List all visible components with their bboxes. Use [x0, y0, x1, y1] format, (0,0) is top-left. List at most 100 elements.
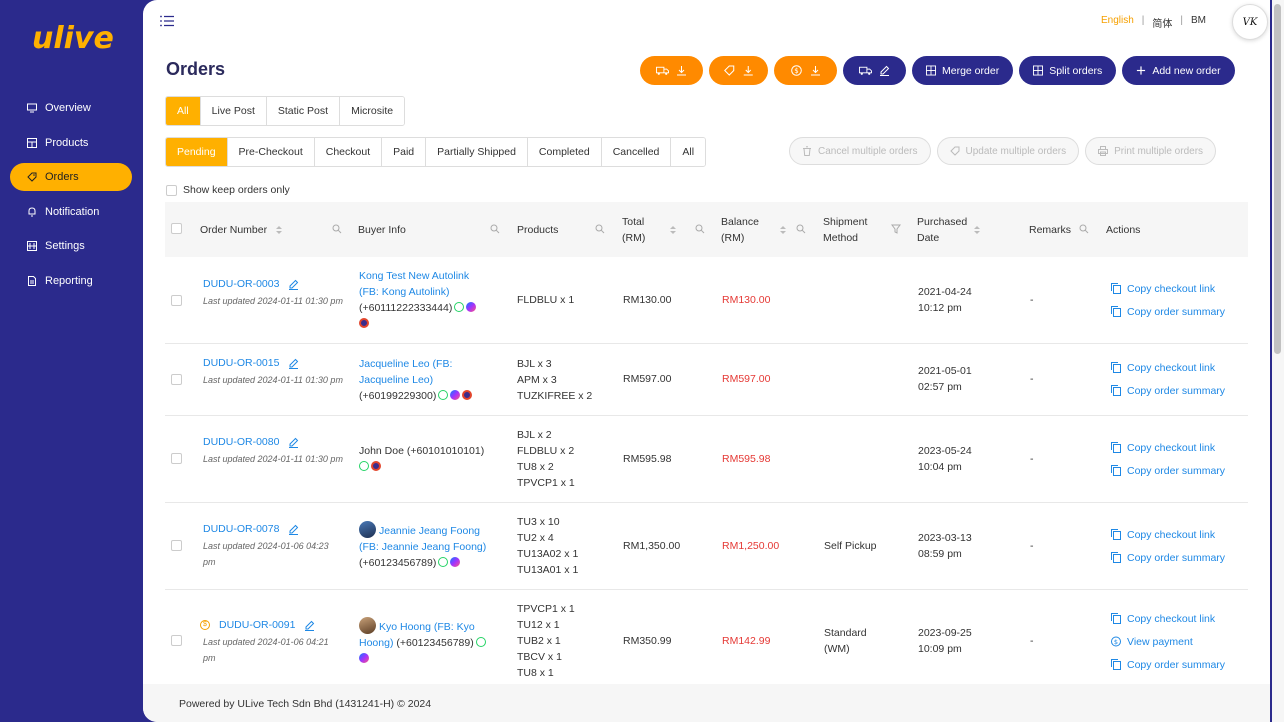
sidebar-item-orders[interactable]: Orders [10, 163, 132, 191]
messenger-icon[interactable] [359, 653, 369, 663]
tab-pre-checkout[interactable]: Pre-Checkout [227, 138, 315, 166]
header-total[interactable]: Total (RM) [622, 202, 677, 257]
messenger-icon[interactable] [450, 557, 461, 567]
copy-checkout-link[interactable]: Copy checkout link [1111, 436, 1225, 459]
whatsapp-icon[interactable] [359, 461, 369, 471]
tab-cancelled[interactable]: Cancelled [601, 138, 672, 166]
keep-orders-checkbox[interactable] [166, 184, 177, 196]
tab-pending[interactable]: Pending [166, 138, 228, 166]
search-icon[interactable] [1079, 224, 1089, 234]
product-item: TU2 x 4 [517, 532, 554, 544]
export-payments-button[interactable]: $ [774, 56, 837, 85]
row-checkbox[interactable] [171, 295, 182, 306]
header-purchased-date[interactable]: Purchased Date [917, 202, 981, 257]
tab-checkout[interactable]: Checkout [314, 138, 383, 166]
shopee-icon[interactable] [359, 318, 369, 328]
sidebar-item-overview[interactable]: Overview [10, 94, 132, 122]
order-number-link[interactable]: DUDU-OR-0080 [203, 434, 343, 450]
add-new-order-button[interactable]: Add new order [1122, 56, 1235, 85]
copy-order-summary[interactable]: Copy order summary [1111, 379, 1225, 402]
header-balance[interactable]: Balance (RM) [721, 202, 787, 257]
cancel-multiple-orders-button[interactable]: Cancel multiple orders [789, 137, 931, 165]
order-number-link[interactable]: DUDU-OR-0078 [203, 521, 343, 537]
copy-order-summary[interactable]: Copy order summary [1111, 653, 1225, 676]
svg-text:ulive: ulive [32, 21, 114, 56]
tab-live-post[interactable]: Live Post [200, 97, 267, 125]
edit-icon[interactable] [304, 620, 315, 631]
row-checkbox[interactable] [171, 635, 182, 646]
buyer-fb-link[interactable]: Jacqueline Leo) [359, 374, 434, 386]
copy-order-summary[interactable]: Copy order summary [1111, 300, 1225, 323]
edit-icon[interactable] [288, 524, 299, 535]
edit-icon[interactable] [288, 358, 299, 369]
tab-paid[interactable]: Paid [382, 138, 427, 166]
order-number-link[interactable]: $ DUDU-OR-0091 [200, 617, 343, 633]
order-number-link[interactable]: DUDU-OR-0015 [203, 355, 343, 371]
filter-icon[interactable] [891, 224, 901, 234]
shopee-icon[interactable] [371, 461, 381, 471]
search-icon[interactable] [695, 224, 705, 234]
sidebar-item-products[interactable]: Products [10, 129, 132, 157]
tab-completed[interactable]: Completed [527, 138, 602, 166]
whatsapp-icon[interactable] [475, 637, 486, 647]
copy-checkout-link[interactable]: Copy checkout link [1111, 607, 1225, 630]
edit-icon[interactable] [288, 437, 299, 448]
buyer-fb-link[interactable]: Hoong) [359, 637, 394, 649]
menu-toggle-icon[interactable] [160, 15, 174, 27]
row-checkbox[interactable] [171, 374, 182, 385]
buyer-name-link[interactable]: Jeannie Jeang Foong [379, 525, 480, 537]
lang-bm[interactable]: BM [1191, 15, 1206, 26]
balance-cell: RM595.98 [722, 453, 771, 465]
export-shipping-button[interactable] [640, 56, 703, 85]
sidebar-item-reporting[interactable]: Reporting [10, 267, 132, 295]
sidebar-item-notification[interactable]: Notification [10, 198, 132, 226]
lang-english[interactable]: English [1100, 15, 1134, 26]
copy-order-summary[interactable]: Copy order summary [1111, 459, 1225, 482]
buyer-name-link[interactable]: Jacqueline Leo (FB: [359, 358, 453, 370]
messenger-icon[interactable] [466, 302, 477, 312]
tab-source-all[interactable]: All [166, 97, 201, 125]
search-icon[interactable] [796, 224, 806, 234]
whatsapp-icon[interactable] [438, 557, 449, 567]
buyer-fb-link[interactable]: (FB: Jeannie Jeang Foong) [359, 541, 487, 553]
whatsapp-icon[interactable] [438, 390, 449, 400]
split-orders-button[interactable]: Split orders [1019, 56, 1117, 85]
user-avatar[interactable]: VK [1232, 4, 1268, 40]
buyer-name-link[interactable]: Kyo Hoong (FB: Kyo [379, 621, 475, 633]
select-all-checkbox[interactable] [171, 223, 182, 234]
whatsapp-icon[interactable] [454, 302, 465, 312]
copy-checkout-link[interactable]: Copy checkout link [1111, 523, 1225, 546]
merge-icon [926, 65, 936, 76]
header-order-number[interactable]: Order Number [200, 202, 283, 257]
row-checkbox[interactable] [171, 453, 182, 464]
copy-checkout-link[interactable]: Copy checkout link [1111, 277, 1225, 300]
view-payment[interactable]: $ View payment [1111, 630, 1225, 653]
sidebar-item-settings[interactable]: Settings [10, 232, 132, 260]
order-number-link[interactable]: DUDU-OR-0003 [203, 276, 343, 292]
merge-order-button[interactable]: Merge order [912, 56, 1014, 85]
scrollbar-thumb[interactable] [1274, 4, 1281, 354]
purchased-date-cell: 2021-04-24 10:12 pm [918, 286, 972, 314]
shopee-icon[interactable] [462, 390, 473, 400]
tab-partially-shipped[interactable]: Partially Shipped [426, 138, 528, 166]
search-icon[interactable] [595, 224, 605, 234]
ulive-logo[interactable]: ulive [30, 10, 114, 60]
update-multiple-orders-button[interactable]: Update multiple orders [936, 137, 1080, 165]
search-icon[interactable] [490, 224, 500, 234]
tab-static-post[interactable]: Static Post [266, 97, 341, 125]
print-multiple-orders-button[interactable]: Print multiple orders [1085, 137, 1217, 165]
buyer-fb-link[interactable]: (FB: Kong Autolink) [359, 286, 450, 298]
messenger-icon[interactable] [450, 390, 461, 400]
buyer-name-link[interactable]: Kong Test New Autolink [359, 270, 470, 282]
copy-checkout-link[interactable]: Copy checkout link [1111, 356, 1225, 379]
row-checkbox[interactable] [171, 540, 182, 551]
export-tags-button[interactable] [709, 56, 768, 85]
download-icon [676, 66, 686, 76]
tab-status-all[interactable]: All [671, 138, 706, 166]
search-icon[interactable] [332, 224, 342, 234]
edit-icon[interactable] [288, 279, 299, 290]
tab-microsite[interactable]: Microsite [340, 97, 405, 125]
copy-order-summary[interactable]: Copy order summary [1111, 546, 1225, 569]
lang-chinese[interactable]: 简体 [1152, 19, 1173, 30]
edit-shipping-button[interactable] [843, 56, 906, 85]
